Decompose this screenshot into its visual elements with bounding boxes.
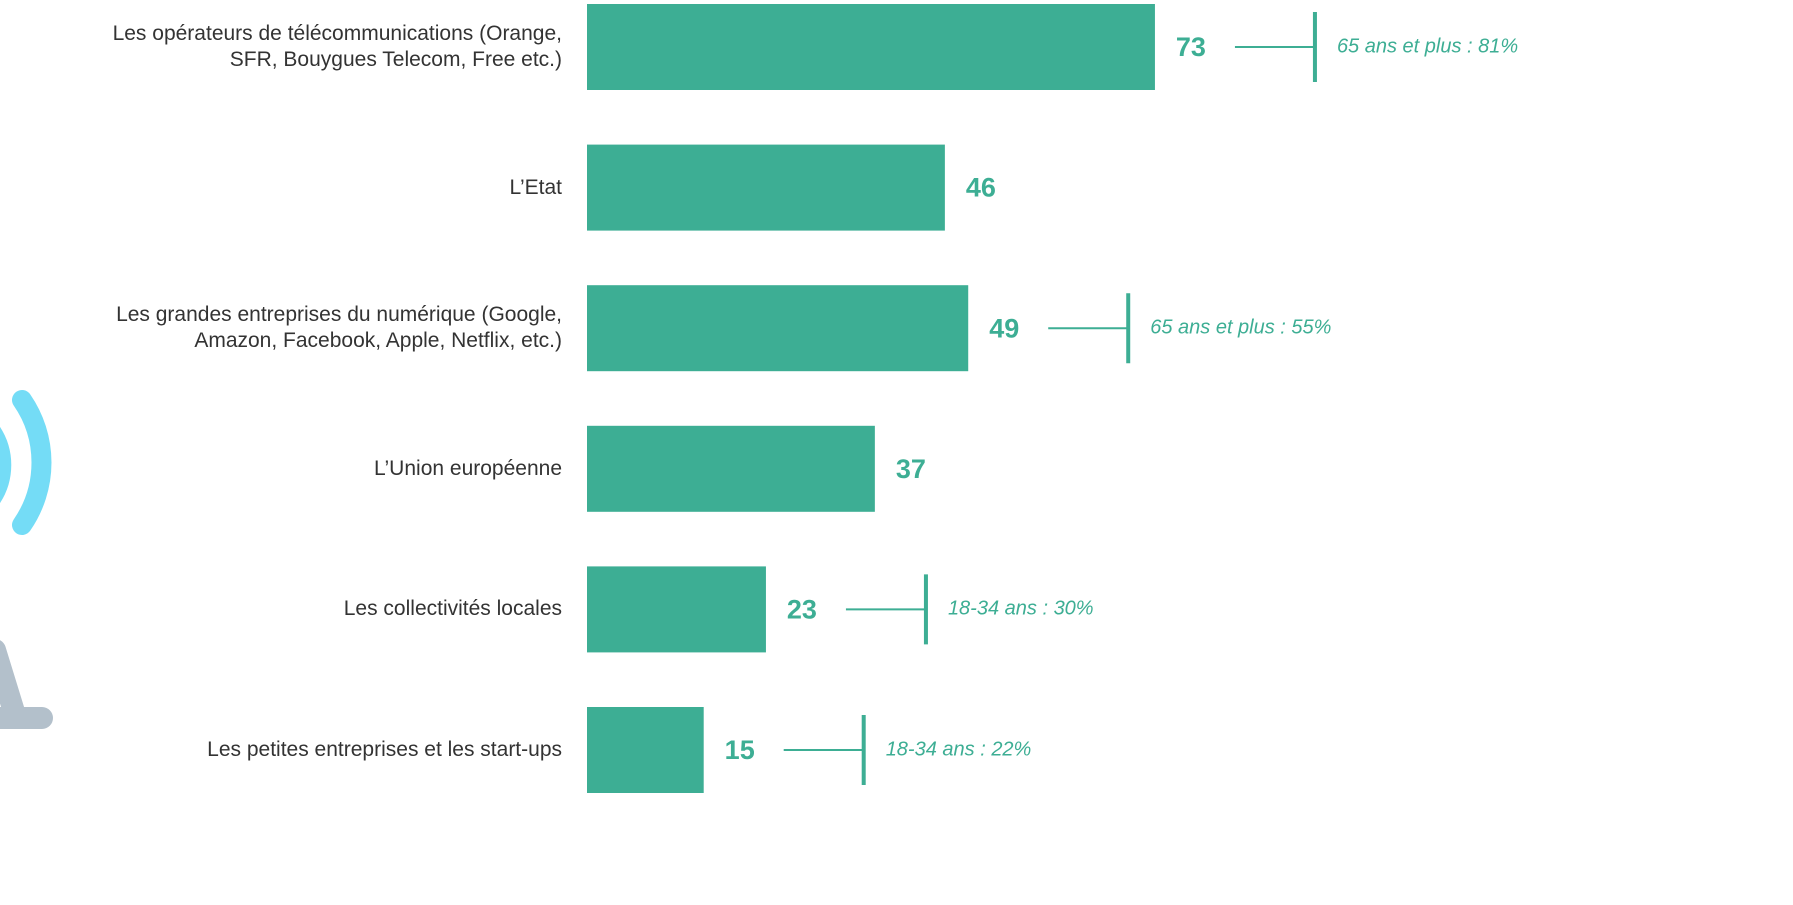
annotation: 18-34 ans : 22% (886, 738, 1032, 760)
category-label: Les grandes entreprises du numérique (Go… (116, 303, 562, 353)
annotation: 65 ans et plus : 81% (1337, 35, 1518, 57)
annotation: 18-34 ans : 30% (948, 598, 1094, 620)
category-label: Les opérateurs de télécommunications (Or… (112, 22, 562, 71)
category-label: L’Etat (509, 175, 562, 199)
category-label: Les petites entreprises et les start-ups (207, 738, 562, 761)
bar (587, 144, 945, 231)
value-label: 15 (725, 735, 755, 765)
category-label: Les collectivités locales (343, 597, 562, 621)
value-label: 49 (989, 313, 1019, 343)
bar (587, 707, 704, 793)
annotation: 65 ans et plus : 55% (1150, 316, 1331, 338)
category-label: L’Union européenne (374, 456, 562, 480)
bar (587, 4, 1155, 90)
value-label: 46 (966, 173, 996, 203)
bar (587, 425, 875, 512)
value-label: 73 (1176, 32, 1206, 62)
value-label: 37 (896, 454, 926, 484)
bar (587, 285, 969, 372)
value-label: 23 (787, 595, 817, 625)
bar (587, 566, 766, 653)
wifi-icon (0, 390, 53, 729)
